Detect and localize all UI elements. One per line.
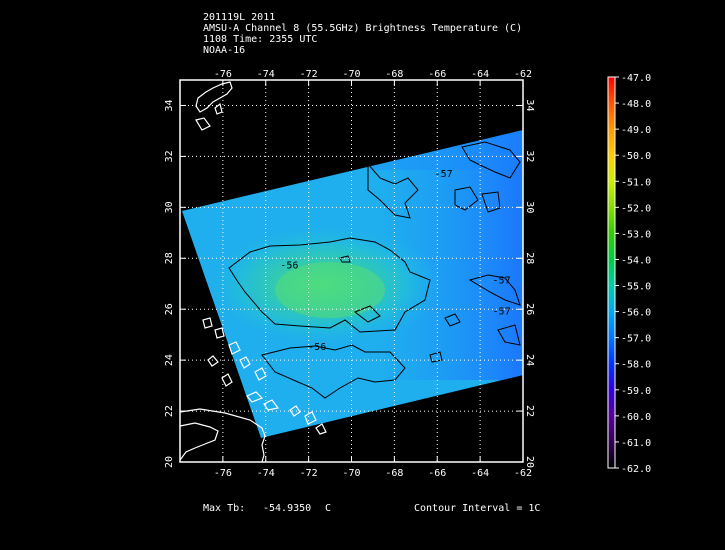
lat-tick-label-left: 30 [164, 201, 175, 213]
colorbar: -47.0 -48.0 -49.0 -50.0 -51.0 -52.0 -53.0 -54.0… [607, 73, 651, 475]
colorbar-label: -61.0 [621, 438, 651, 449]
contour-labels: -56 -56 -57 -57 -57 [280, 169, 510, 353]
lat-tick-label-left: 26 [164, 303, 175, 315]
colorbar-label: -52.0 [621, 203, 651, 214]
contour-label: -57 [493, 306, 511, 317]
contour-lines [228, 141, 521, 399]
colorbar-label: -48.0 [621, 99, 651, 110]
colorbar-label: -62.0 [621, 464, 651, 475]
contour-label: -57 [493, 276, 511, 287]
lat-tick-label-right: 22 [524, 405, 535, 417]
tick-labels: -76 -76 -74 -74 -72 -72 -70 -70 -68 -68 -66 -66 -64 -… [164, 69, 535, 479]
lon-tick-label-bottom: -72 [300, 468, 318, 479]
colorbar-label: -57.0 [621, 334, 651, 345]
lon-tick-label-top: -70 [342, 69, 360, 80]
lon-tick-label-bottom: -68 [385, 468, 403, 479]
colorbar-label: -53.0 [621, 229, 651, 240]
lon-tick-label-top: -72 [300, 69, 318, 80]
lon-tick-label-bottom: -64 [471, 468, 489, 479]
lon-tick-label-bottom: -70 [342, 468, 360, 479]
lat-tick-label-left: 24 [164, 354, 175, 366]
lon-tick-label-top: -76 [214, 69, 232, 80]
product-time: 1108 Time: 2355 UTC [203, 34, 318, 45]
max-tb-unit: C [325, 503, 332, 514]
lat-tick-label-left: 34 [164, 99, 175, 111]
lat-tick-label-right: 20 [524, 456, 535, 468]
lat-tick-label-right: 32 [524, 150, 535, 162]
graticule [180, 80, 524, 463]
product-date: 201119L 2011 [203, 12, 276, 23]
contour-label: -57 [435, 169, 453, 180]
colorbar-label: -47.0 [621, 73, 651, 84]
lon-tick-label-bottom: -66 [428, 468, 446, 479]
lat-tick-label-right: 26 [524, 303, 535, 315]
satellite-name: NOAA-16 [203, 45, 246, 56]
lat-tick-label-right: 30 [524, 201, 535, 213]
lon-tick-label-bottom: -76 [214, 468, 232, 479]
lat-tick-label-left: 32 [164, 150, 175, 162]
lon-tick-label-top: -66 [428, 69, 446, 80]
colorbar-label: -50.0 [621, 151, 651, 162]
lon-tick-label-top: -62 [514, 69, 532, 80]
product-title: AMSU-A Channel 8 (55.5GHz) Brightness Te… [203, 23, 523, 34]
lon-tick-label-bottom: -62 [514, 468, 532, 479]
lat-tick-label-left: 20 [164, 456, 175, 468]
lat-tick-label-left: 22 [164, 405, 175, 417]
colorbar-label: -56.0 [621, 308, 651, 319]
lat-tick-label-left: 28 [164, 252, 175, 264]
colorbar-label: -60.0 [621, 412, 651, 423]
colorbar-label: -51.0 [621, 177, 651, 188]
colorbar-scale [607, 76, 616, 469]
contour-label: -56 [280, 260, 298, 271]
lon-tick-label-bottom: -74 [257, 468, 275, 479]
coastlines [179, 81, 327, 463]
contour-label: -56 [308, 342, 326, 353]
lon-tick-label-top: -68 [385, 69, 403, 80]
lon-tick-label-top: -74 [257, 69, 275, 80]
colorbar-label: -54.0 [621, 255, 651, 266]
colorbar-label: -49.0 [621, 125, 651, 136]
colorbar-label: -55.0 [621, 282, 651, 293]
colorbar-label: -59.0 [621, 386, 651, 397]
max-tb-value: -54.9350 [263, 503, 312, 514]
max-tb-label: Max Tb: [203, 503, 246, 514]
contour-interval: Contour Interval = 1C [414, 503, 541, 514]
lat-tick-label-right: 28 [524, 252, 535, 264]
colorbar-label: -58.0 [621, 360, 651, 371]
lon-tick-label-top: -64 [471, 69, 489, 80]
lat-tick-label-right: 24 [524, 354, 535, 366]
lat-tick-label-right: 34 [524, 99, 535, 111]
